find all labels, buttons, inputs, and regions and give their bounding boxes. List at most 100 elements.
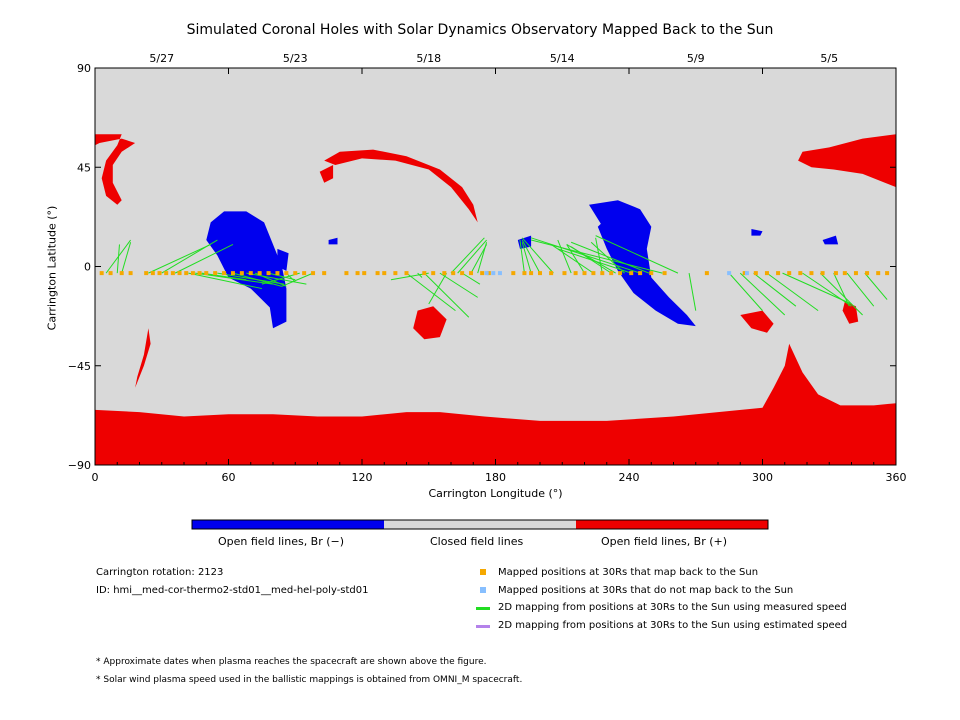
field-line-link <box>174 243 234 274</box>
field-line-link <box>423 272 470 318</box>
mapped-point <box>480 271 485 276</box>
mapped-point <box>764 271 769 276</box>
field-line-link <box>595 237 603 274</box>
mapped-point <box>600 271 605 276</box>
mapped-point <box>422 271 427 276</box>
field-line-link <box>246 272 307 285</box>
mapped-point <box>451 271 456 276</box>
mapped-point <box>833 271 838 276</box>
field-line-link <box>201 272 247 281</box>
mapped-point <box>204 271 209 276</box>
field-line-link <box>557 248 632 274</box>
field-line-link <box>521 242 532 274</box>
mapped-point <box>222 271 227 276</box>
field-line-link <box>521 237 554 274</box>
field-line-link <box>268 272 296 281</box>
footnote-dates: * Approximate dates when plasma reaches … <box>96 657 487 667</box>
colorbar <box>191 519 769 530</box>
negative-ring-hole <box>206 211 287 329</box>
mapped-point <box>573 271 578 276</box>
field-line-link <box>477 242 488 274</box>
mapped-point <box>562 271 567 276</box>
field-line-link <box>161 239 218 274</box>
chart-title: Simulated Coronal Holes with Solar Dynam… <box>186 22 774 38</box>
top-date-label: 5/27 <box>149 52 174 65</box>
field-line-link <box>846 272 875 307</box>
mapped-point <box>609 271 614 276</box>
field-line-link <box>728 272 763 311</box>
mapped-point <box>853 271 858 276</box>
mapped-point <box>460 271 465 276</box>
field-line-link <box>753 272 797 307</box>
mapped-point <box>885 271 890 276</box>
field-line-link <box>281 272 314 287</box>
field-line-link <box>470 244 488 274</box>
colorbar-negative-segment <box>192 520 384 529</box>
y-tick-label: 45 <box>77 161 91 174</box>
field-line-link <box>595 235 679 274</box>
mapped-point <box>820 271 825 276</box>
field-line-link <box>530 239 663 274</box>
mapped-point <box>393 271 398 276</box>
mapped-point <box>293 271 298 276</box>
mapped-point <box>177 271 182 276</box>
negative-blob-5 <box>277 248 289 271</box>
mapped-point <box>311 271 316 276</box>
mapped-point <box>248 271 253 276</box>
field-line-link <box>566 244 616 274</box>
mapped-point <box>404 271 409 276</box>
field-line-link <box>766 272 819 312</box>
field-line-link <box>406 272 456 312</box>
not-mapped-point <box>497 271 502 276</box>
not-mapped-point <box>484 271 489 276</box>
south-polar-hole <box>95 343 896 465</box>
synoptic-map: 0 60 120 180 240 300 360 −90 −45 0 45 90 5/27 5/23 5/… <box>68 52 907 484</box>
x-tick-label: 0 <box>92 471 99 484</box>
x-tick-label: 60 <box>222 471 236 484</box>
mapped-point <box>809 271 814 276</box>
mapped-point <box>442 271 447 276</box>
north-arc-hole <box>324 149 478 223</box>
north-small-hole <box>319 165 334 183</box>
mapped-point <box>742 271 747 276</box>
mapped-point <box>375 271 380 276</box>
field-line-link <box>557 239 572 274</box>
mapped-point <box>704 271 709 276</box>
mapped-point <box>511 271 516 276</box>
mapped-point <box>469 271 474 276</box>
not-mapped-point <box>727 271 732 276</box>
x-tick-label: 120 <box>352 471 373 484</box>
mapped-point <box>230 271 235 276</box>
field-line-link <box>590 241 625 274</box>
mapped-point <box>431 271 436 276</box>
mapped-point <box>776 271 781 276</box>
mapped-point <box>865 271 870 276</box>
field-line-link <box>116 244 120 274</box>
legend-mapped-marker <box>480 569 486 575</box>
y-axis-label: Carrington Latitude (°) <box>45 205 59 331</box>
mapped-point <box>164 271 169 276</box>
field-line-link <box>461 272 481 285</box>
field-line-link <box>864 272 888 300</box>
mapped-point <box>582 271 587 276</box>
field-line-link <box>450 237 485 274</box>
legend-mapped-text: Mapped positions at 30Rs that map back t… <box>498 567 759 578</box>
negative-blob-4 <box>751 229 763 236</box>
y-tick-label: 90 <box>77 62 91 75</box>
x-tick-label: 180 <box>485 471 506 484</box>
top-date-label: 5/14 <box>550 52 575 65</box>
field-line-link <box>566 244 585 274</box>
field-line-link <box>428 272 447 305</box>
mapped-point <box>275 271 280 276</box>
mapped-point <box>257 271 262 276</box>
legend-measured-line <box>476 607 490 610</box>
mapped-point <box>486 271 491 276</box>
mapped-point <box>382 271 387 276</box>
footnote-speed: * Solar wind plasma speed used in the ba… <box>96 675 523 685</box>
mapped-point <box>157 271 162 276</box>
field-line-link <box>232 272 283 287</box>
field-line-link <box>530 237 641 274</box>
legend-estimated-text: 2D mapping from positions at 30Rs to the… <box>498 620 848 631</box>
mapped-point <box>842 271 847 276</box>
mapped-point <box>302 271 307 276</box>
